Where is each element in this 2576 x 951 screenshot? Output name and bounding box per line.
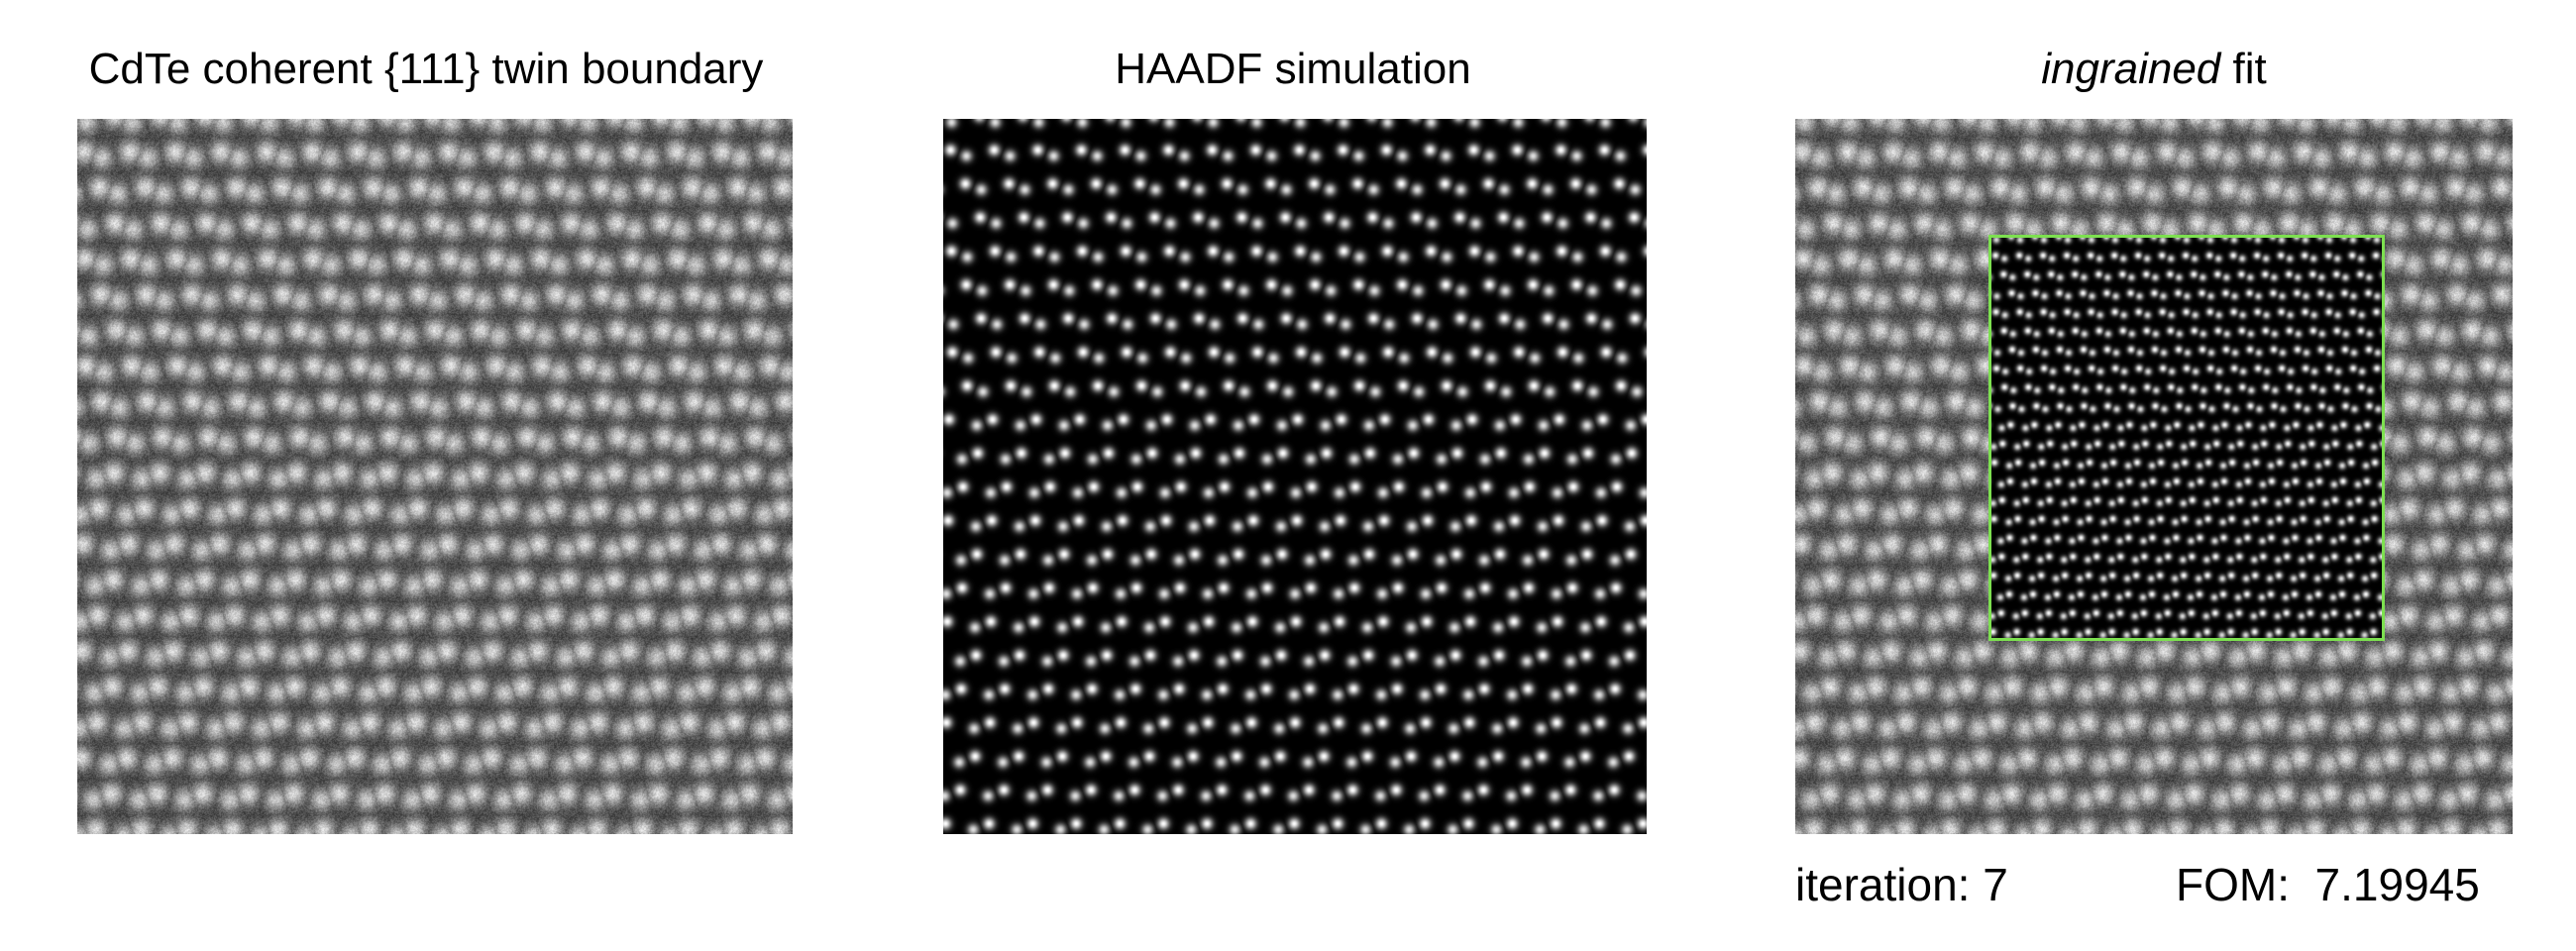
- iteration-label: iteration:: [1795, 859, 1971, 910]
- simulation-haadf-canvas: [943, 119, 1647, 834]
- experiment-haadf-canvas: [77, 119, 793, 834]
- fit-image: [1795, 119, 2513, 834]
- fom-label: FOM:: [2176, 859, 2290, 910]
- fit-title-italic: ingrained: [2041, 45, 2221, 93]
- experiment-panel-title: CdTe coherent {111} twin boundary: [88, 45, 764, 93]
- fit-roi-box: [1988, 235, 2385, 641]
- iteration-readout: iteration: 7: [1795, 850, 2008, 919]
- fom-value: 7.19945: [2314, 859, 2480, 910]
- fom-readout: FOM: 7.19945: [2176, 850, 2480, 919]
- simulation-image: [943, 119, 1647, 834]
- fit-panel-title: ingrained fit: [1795, 40, 2513, 99]
- experiment-image: [77, 119, 793, 834]
- fit-roi-simulation-canvas: [1991, 238, 2382, 638]
- simulation-panel-title: HAADF simulation: [1115, 45, 1471, 93]
- fit-title-rest: fit: [2220, 45, 2267, 93]
- iteration-value: 7: [1983, 859, 2008, 910]
